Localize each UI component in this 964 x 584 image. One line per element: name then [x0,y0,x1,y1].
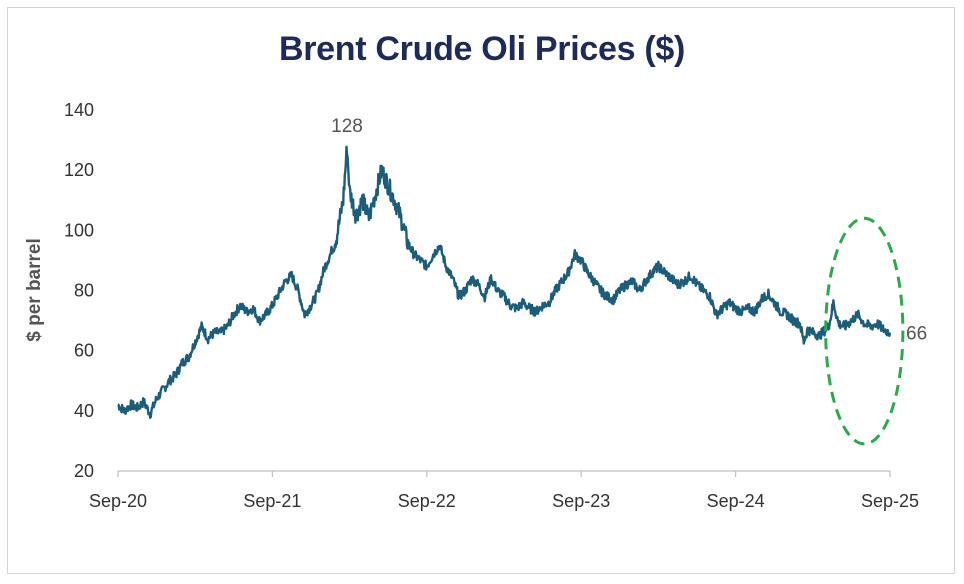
x-tick-label-sep-20: Sep-20 [89,491,147,511]
y-tick-label-140: 140 [64,100,94,120]
y-axis-title: $ per barrel [24,238,45,342]
data-label-128: 128 [331,116,363,137]
y-tick-label-120: 120 [64,160,94,180]
series-layer [117,145,892,419]
data-label-66: 66 [906,324,927,345]
x-tick-label-sep-24: Sep-24 [707,491,765,511]
x-axis: Sep-20 Sep-21 Sep-22 Sep-23 Sep-24 Sep-25 [89,470,919,511]
y-axis: 20 40 60 80 100 120 140 [64,100,94,481]
x-tick-label-sep-22: Sep-22 [398,491,456,511]
x-tick-label-sep-23: Sep-23 [552,491,610,511]
series-line-brent [117,145,892,419]
highlight-ellipse [824,216,905,446]
y-tick-label-80: 80 [74,281,94,301]
annotation-layer: 128 66 [331,116,927,446]
x-tick-label-sep-21: Sep-21 [243,491,301,511]
y-tick-label-100: 100 [64,220,94,240]
y-tick-label-40: 40 [74,401,94,421]
x-tick-label-sep-25: Sep-25 [861,491,919,511]
y-tick-label-60: 60 [74,341,94,361]
chart-title: Brent Crude Oli Prices ($) [279,30,685,68]
y-tick-label-20: 20 [74,461,94,481]
